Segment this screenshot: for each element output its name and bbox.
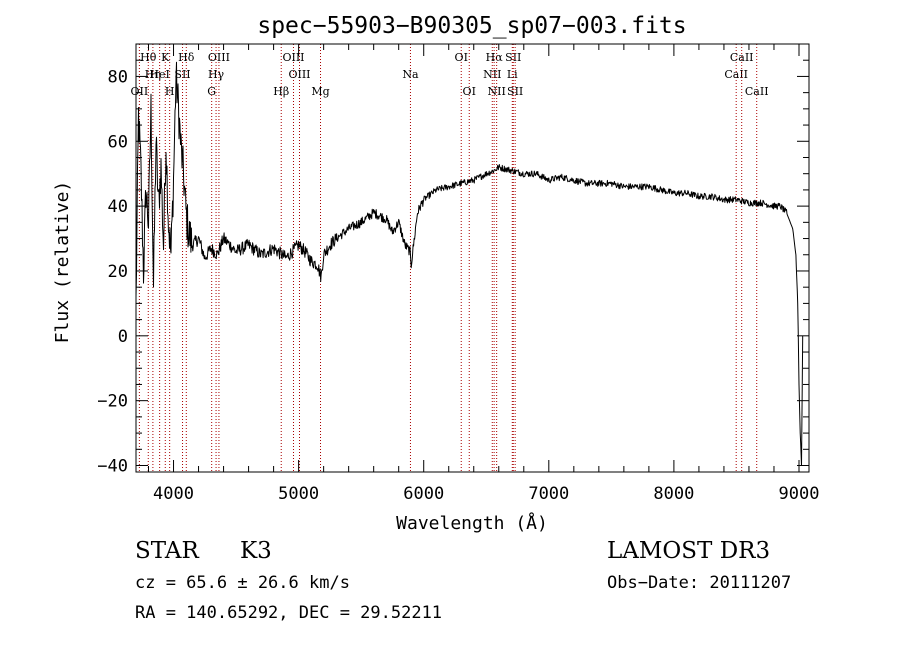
marker-label: OI [455, 51, 468, 64]
x-tick-label: 6000 [403, 484, 444, 504]
marker-label: H [165, 85, 175, 98]
marker-label: G [207, 85, 216, 98]
marker-label: Hδ [178, 51, 195, 64]
marker-label: HeI [149, 68, 169, 81]
series-group [135, 61, 804, 466]
marker-label: OIII [282, 51, 304, 64]
x-tick-label: 8000 [653, 484, 694, 504]
x-tick-label: 7000 [528, 484, 569, 504]
marker-label: Li [507, 68, 518, 81]
marker-label: NII [487, 85, 505, 98]
y-tick-label: 40 [108, 197, 128, 217]
y-tick-label: 20 [108, 262, 128, 282]
marker-label: OIII [288, 68, 310, 81]
series-flux [135, 61, 804, 466]
marker-label: CaII [745, 85, 769, 98]
marker-label: CaII [730, 51, 754, 64]
marker-label: K [161, 51, 170, 64]
marker-label: Mg [311, 85, 329, 98]
marker-label: SII [505, 51, 521, 64]
x-tick-label: 4000 [153, 484, 194, 504]
object-subclass: K3 [240, 538, 272, 564]
y-axis-label: Flux (relative) [52, 181, 73, 344]
y-tick-label: 80 [108, 67, 128, 87]
marker-label: OI [463, 85, 476, 98]
marker-label: Hθ [140, 51, 157, 64]
survey-name: LAMOST DR3 [607, 538, 771, 564]
marker-label: CaII [724, 68, 748, 81]
axis-ticks: 4000 5000 6000 7000 8000 9000 −40 −20 0 20 40 60 80 [97, 44, 819, 504]
ra-dec: RA = 140.65292, DEC = 29.52211 [135, 603, 443, 623]
x-tick-label: 5000 [278, 484, 319, 504]
marker-label: SII [507, 85, 523, 98]
chart-title: spec−55903−B90305_sp07−003.fits [257, 13, 686, 39]
marker-label: Hγ [208, 68, 225, 81]
marker-label: OII [131, 85, 149, 98]
y-tick-label: 60 [108, 132, 128, 152]
y-tick-label: −40 [97, 457, 128, 477]
plot-frame [135, 43, 810, 473]
marker-label: NII [483, 68, 501, 81]
marker-label: Hα [486, 51, 504, 64]
marker-label: Na [402, 68, 419, 81]
y-tick-label: −20 [97, 392, 128, 412]
marker-label: OIII [208, 51, 230, 64]
object-class: STAR [135, 538, 199, 564]
redshift-cz: cz = 65.6 ± 26.6 km/s [135, 573, 350, 593]
y-tick-label: 0 [118, 327, 128, 347]
x-tick-label: 9000 [779, 484, 820, 504]
marker-label: Hβ [273, 85, 289, 98]
line-markers: OIIHθHηHeIKHSIIHδGHγOIIIHβOIIIOIIIMgNaOI… [131, 44, 769, 472]
x-axis-label: Wavelength (Å) [396, 512, 548, 534]
obs-date: Obs−Date: 20111207 [607, 573, 792, 593]
marker-label: Hη [145, 68, 161, 81]
